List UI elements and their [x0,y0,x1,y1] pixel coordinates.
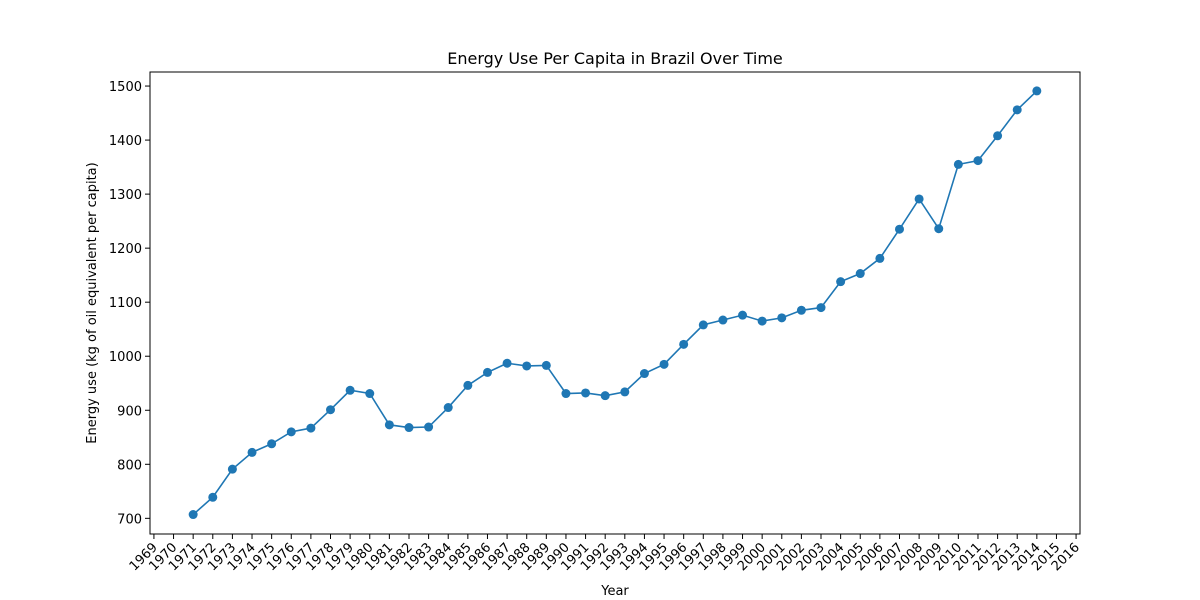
series-layer [188,86,1042,520]
data-point [973,156,983,166]
data-point [855,269,865,279]
data-point [424,422,434,432]
data-point [698,320,708,330]
data-point [306,423,316,433]
y-tick-label: 1400 [109,134,142,149]
x-axis: 1969197019711972197319741975197619771978… [127,534,1083,574]
chart-title: Energy Use Per Capita in Brazil Over Tim… [447,49,783,68]
data-point [404,423,414,433]
data-point [796,305,806,315]
data-point [934,224,944,234]
data-point [247,447,257,457]
x-axis-label: Year [600,584,629,599]
data-point [836,277,846,287]
data-point [639,369,649,379]
data-point [326,405,336,415]
y-tick-label: 700 [117,512,142,527]
data-point [561,389,571,399]
y-tick-label: 800 [117,458,142,473]
plot-area [149,71,1081,535]
data-point [757,316,767,326]
data-point [777,313,787,323]
data-point [620,387,630,397]
data-point [345,385,355,395]
data-point [894,224,904,234]
y-tick-label: 1200 [109,242,142,257]
y-axis-label: Energy use (kg of oil equivalent per cap… [85,162,100,443]
y-axis: 700 800 900 1000 1100 1200 1300 1400 1500 [109,80,150,527]
data-point [600,391,610,401]
data-point [914,194,924,204]
data-point [463,380,473,390]
y-tick-label: 1300 [109,188,142,203]
data-point [875,253,885,263]
data-point [581,388,591,398]
data-point [816,303,826,313]
data-point [718,315,728,325]
data-point [267,439,277,449]
data-point [522,361,532,371]
data-point [502,358,512,368]
data-point [993,131,1003,141]
plot-frame [149,71,1081,535]
data-point [738,310,748,320]
data-point [953,159,963,169]
data-point [1032,86,1042,96]
data-point [482,367,492,377]
data-point [227,464,237,474]
series-line [192,90,1038,516]
data-point [188,510,198,520]
data-point [1012,105,1022,115]
y-tick-label: 900 [117,404,142,419]
data-point [659,359,669,369]
data-point [679,339,689,349]
y-tick-label: 1500 [109,80,142,95]
data-point [443,403,453,413]
y-tick-label: 1000 [109,350,142,365]
data-point [384,420,394,430]
data-point [208,492,218,502]
data-point [541,360,551,370]
y-tick-label: 1100 [109,296,142,311]
data-point [365,389,375,399]
data-point [286,427,296,437]
